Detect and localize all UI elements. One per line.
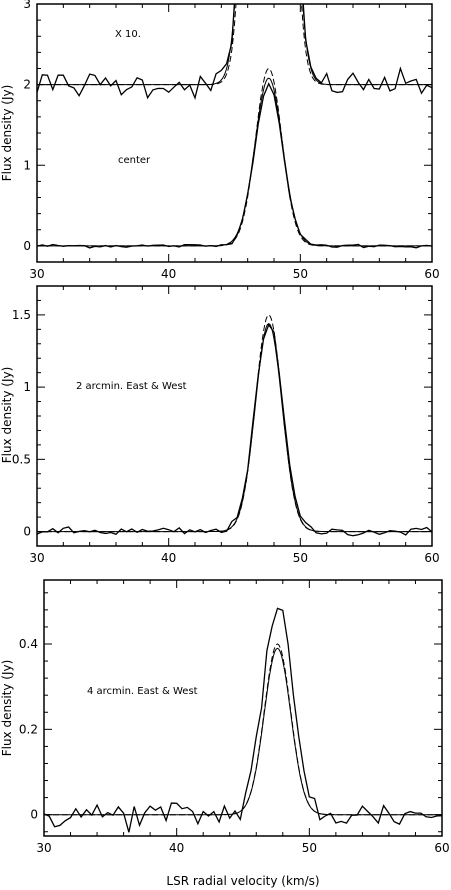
y-axis-title: Flux density (Jy) [0, 660, 14, 757]
y-axis-title: Flux density (Jy) [0, 367, 14, 464]
plot-frame [36, 285, 433, 547]
x-tick-label: 30 [29, 551, 44, 565]
y-tick-label: 0.5 [12, 452, 31, 466]
panel-center: 30 40 50 60 0 1 2 3 Flux density (Jy) X 10. ce… [0, 0, 440, 281]
series-line [37, 77, 432, 247]
series-line [37, 4, 432, 86]
x-tick-label: 50 [302, 841, 317, 855]
annotation-x10: X 10. [115, 29, 141, 40]
series [37, 4, 432, 249]
x-ticks: 30 40 50 60 [36, 580, 450, 855]
x-ticks: 30 40 50 60 [29, 4, 440, 281]
series-line [37, 4, 432, 100]
x-tick-label: 60 [424, 551, 439, 565]
y-axis-title: Flux density (Jy) [0, 85, 14, 182]
y-tick-label: 0.2 [19, 722, 38, 736]
annotation-center: center [118, 155, 151, 166]
series-line [44, 607, 442, 833]
x-tick-label: 50 [293, 267, 308, 281]
x-tick-label: 40 [161, 267, 176, 281]
annotation-4arcmin: 4 arcmin. East & West [87, 686, 198, 697]
y-tick-label: 0 [30, 808, 38, 822]
y-tick-label: 1.5 [12, 308, 31, 322]
series-line [37, 67, 432, 247]
y-ticks: 0 1 2 3 [23, 0, 432, 263]
y-tick-label: 1 [23, 158, 31, 172]
x-tick-label: 40 [161, 551, 176, 565]
series [44, 607, 442, 833]
plot-frame [36, 3, 433, 263]
y-ticks: 0 0.2 0.4 [19, 592, 442, 833]
y-tick-label: 0 [23, 525, 31, 539]
series-line [37, 4, 432, 86]
x-ticks: 30 40 50 60 [29, 286, 440, 565]
y-ticks: 0 0.5 1 1.5 [12, 285, 432, 547]
series-line [37, 322, 432, 533]
plot-frame [43, 579, 443, 837]
series-line [44, 643, 442, 816]
x-tick-label: 60 [424, 267, 439, 281]
series-line [37, 314, 432, 533]
y-tick-label: 0.4 [19, 637, 38, 651]
y-tick-label: 1 [23, 380, 31, 394]
x-axis-title: LSR radial velocity (km/s) [166, 874, 319, 888]
series-line [37, 323, 432, 537]
panel-2arcmin: 30 40 50 60 0 0.5 1 1.5 Flux density (Jy) 2 ar… [0, 285, 440, 565]
panel-4arcmin: 30 40 50 60 0 0.2 0.4 Flux density (Jy) 4 arc… [0, 579, 450, 888]
series [37, 314, 432, 537]
series-line [37, 82, 432, 249]
x-tick-label: 60 [434, 841, 449, 855]
x-tick-label: 50 [293, 551, 308, 565]
annotation-2arcmin: 2 arcmin. East & West [76, 381, 187, 392]
x-tick-label: 30 [36, 841, 51, 855]
y-tick-label: 3 [23, 0, 31, 11]
x-tick-label: 40 [169, 841, 184, 855]
y-tick-label: 2 [23, 78, 31, 92]
series-line [44, 647, 442, 816]
y-tick-label: 0 [23, 239, 31, 253]
x-tick-label: 30 [29, 267, 44, 281]
